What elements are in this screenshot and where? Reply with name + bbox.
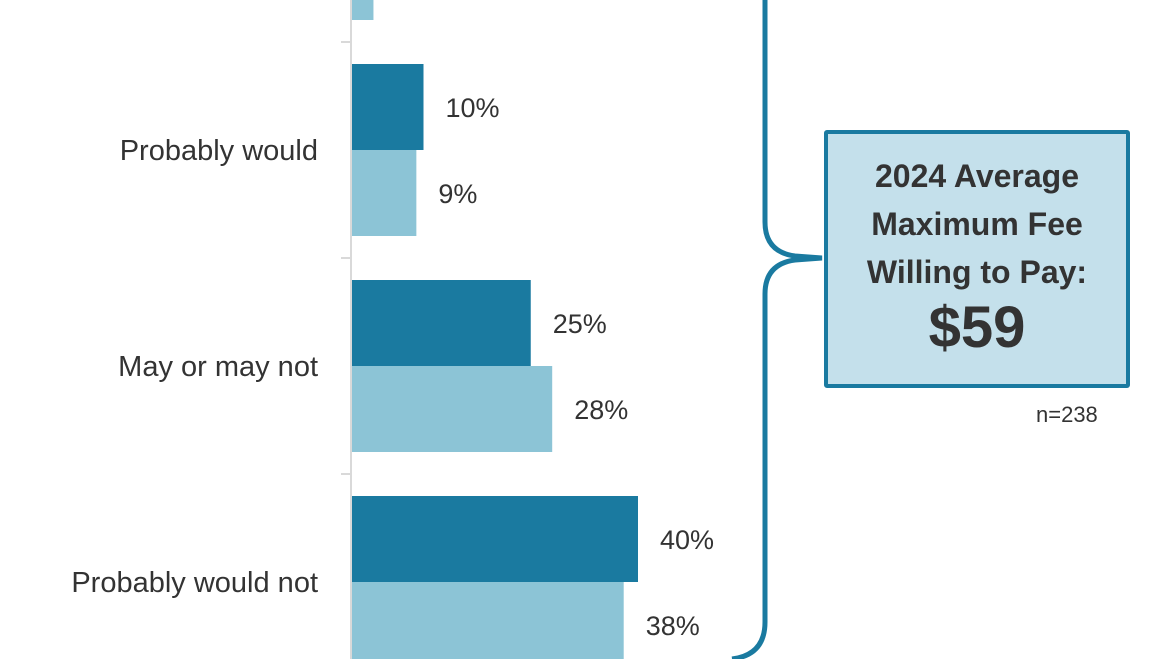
sample-size: n=238 (1036, 402, 1098, 427)
data-label: 25% (553, 309, 607, 339)
category-label: Probably would (120, 135, 318, 167)
callout-title-line: 2024 Average (875, 158, 1079, 194)
data-label: 28% (574, 395, 628, 425)
category-label: May or may not (118, 351, 318, 383)
bar (352, 582, 624, 659)
data-label: 9% (438, 179, 477, 209)
callout-box: 2024 Average Maximum Fee Willing to Pay:… (824, 130, 1130, 388)
bar (352, 0, 374, 20)
bar (352, 64, 424, 150)
callout-title-line: Willing to Pay: (866, 254, 1088, 290)
data-label: 38% (646, 611, 700, 641)
callout-title-line: Maximum Fee (871, 206, 1083, 242)
bar (352, 366, 553, 452)
bar (352, 280, 531, 366)
category-label: Probably would not (71, 567, 318, 599)
data-label: 40% (660, 525, 714, 555)
bar (352, 150, 417, 236)
brace (731, 0, 823, 659)
data-label: 10% (446, 93, 500, 123)
callout-value: $59 (928, 295, 1026, 360)
bar (352, 496, 638, 582)
